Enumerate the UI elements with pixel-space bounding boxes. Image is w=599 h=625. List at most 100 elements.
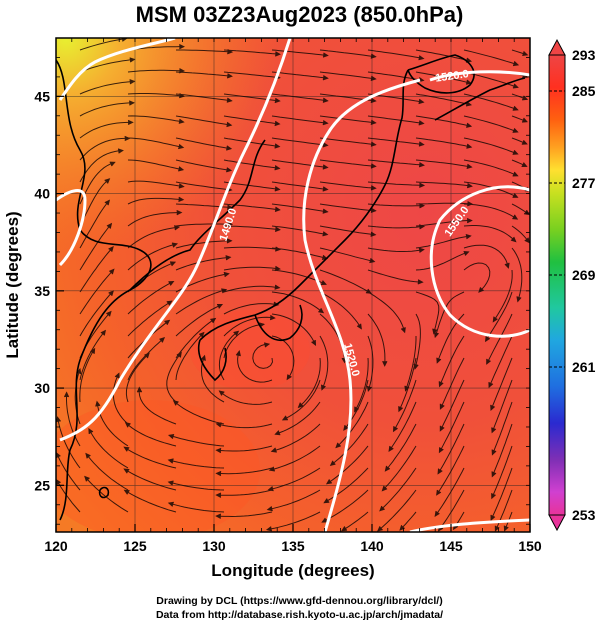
streamline bbox=[127, 226, 180, 249]
streamline-arrow bbox=[488, 382, 494, 389]
streamline bbox=[79, 290, 114, 337]
streamline bbox=[223, 203, 280, 211]
streamline bbox=[175, 223, 232, 227]
streamline bbox=[79, 330, 106, 381]
streamline-arrow bbox=[399, 525, 405, 531]
streamline bbox=[367, 159, 424, 166]
streamline-arrow bbox=[281, 415, 288, 421]
x-tick-label: 135 bbox=[281, 538, 305, 554]
streamline-arrow bbox=[269, 314, 276, 321]
streamline bbox=[385, 423, 417, 472]
coastlines bbox=[56, 54, 526, 521]
streamline bbox=[96, 401, 129, 447]
streamline bbox=[176, 49, 233, 53]
streamline bbox=[388, 401, 417, 452]
streamline-arrow bbox=[106, 222, 113, 229]
streamline bbox=[354, 357, 369, 412]
streamline-arrow bbox=[512, 105, 519, 111]
streamline-arrow bbox=[522, 51, 529, 56]
streamline-arrow bbox=[512, 61, 520, 67]
streamline-arrow bbox=[90, 347, 96, 354]
streamline-arrow bbox=[370, 141, 377, 147]
streamline-arrow bbox=[178, 118, 185, 124]
streamline-arrow bbox=[366, 385, 372, 393]
streamline-arrow bbox=[466, 163, 473, 169]
streamline-arrow bbox=[370, 97, 377, 104]
streamline bbox=[511, 247, 523, 302]
streamline-arrow bbox=[398, 406, 404, 413]
streamline-arrow bbox=[217, 304, 224, 309]
streamline bbox=[124, 468, 177, 491]
streamline bbox=[124, 446, 177, 469]
streamline bbox=[319, 137, 376, 146]
streamline-arrow bbox=[516, 296, 522, 303]
streamline bbox=[367, 313, 386, 366]
streamline-arrow bbox=[418, 98, 425, 105]
streamline bbox=[79, 269, 115, 315]
streamline bbox=[491, 401, 513, 455]
streamline-arrow bbox=[100, 329, 106, 336]
streamline-arrow bbox=[322, 164, 329, 170]
streamline-arrow bbox=[226, 97, 233, 103]
streamline bbox=[282, 379, 321, 421]
streamline bbox=[393, 379, 417, 432]
streamline bbox=[415, 235, 471, 249]
streamline-arrow bbox=[490, 404, 496, 411]
streamline bbox=[79, 102, 134, 117]
streamline bbox=[127, 180, 184, 188]
streamline-arrow bbox=[84, 475, 90, 482]
streamline-arrow bbox=[265, 526, 273, 532]
streamline bbox=[367, 181, 424, 186]
streamline bbox=[223, 115, 280, 125]
streamline-arrow bbox=[321, 517, 328, 523]
temperature-field bbox=[56, 38, 530, 532]
streamline bbox=[127, 137, 184, 148]
streamline-arrow bbox=[437, 468, 443, 475]
streamline bbox=[485, 291, 513, 342]
streamline bbox=[319, 159, 376, 167]
contour-label: 1520.0 bbox=[434, 68, 469, 85]
streamline-arrow bbox=[492, 316, 498, 323]
streamline bbox=[66, 392, 81, 447]
streamline bbox=[216, 489, 273, 496]
streamline bbox=[463, 159, 518, 177]
streamline bbox=[492, 269, 513, 322]
streamline-arrow bbox=[522, 95, 529, 101]
streamline bbox=[405, 336, 417, 391]
x-tick-label: 150 bbox=[518, 538, 542, 554]
streamline-arrow bbox=[129, 57, 136, 63]
streamline bbox=[127, 197, 184, 205]
streamline bbox=[271, 335, 295, 380]
streamline bbox=[463, 225, 517, 242]
streamline bbox=[437, 423, 465, 474]
streamline bbox=[326, 445, 369, 485]
streamline bbox=[438, 401, 465, 453]
streamline-arrow bbox=[322, 97, 329, 103]
streamline bbox=[271, 49, 328, 56]
streamline-arrow bbox=[369, 258, 376, 264]
streamline-arrow bbox=[439, 403, 445, 410]
streamline bbox=[223, 71, 280, 79]
streamline-arrow bbox=[521, 139, 528, 145]
streamline bbox=[218, 330, 239, 381]
streamline bbox=[223, 246, 280, 250]
x-tick-label: 140 bbox=[360, 538, 384, 554]
streamline bbox=[491, 423, 513, 477]
streamline bbox=[439, 357, 465, 410]
streamline-arrow bbox=[63, 391, 70, 398]
streamline bbox=[319, 335, 329, 390]
streamline bbox=[463, 203, 518, 220]
streamline bbox=[252, 343, 274, 369]
streamline-arrow bbox=[268, 466, 275, 472]
colorbar-tick-label: 293 bbox=[572, 47, 596, 63]
streamline bbox=[124, 489, 177, 513]
streamline bbox=[216, 511, 273, 518]
streamline-arrow bbox=[341, 526, 348, 532]
streamline-arrow bbox=[418, 162, 425, 168]
streamline bbox=[335, 401, 369, 448]
streamline bbox=[367, 49, 424, 59]
streamline bbox=[367, 269, 423, 283]
streamline bbox=[377, 489, 417, 532]
streamline bbox=[216, 445, 273, 452]
